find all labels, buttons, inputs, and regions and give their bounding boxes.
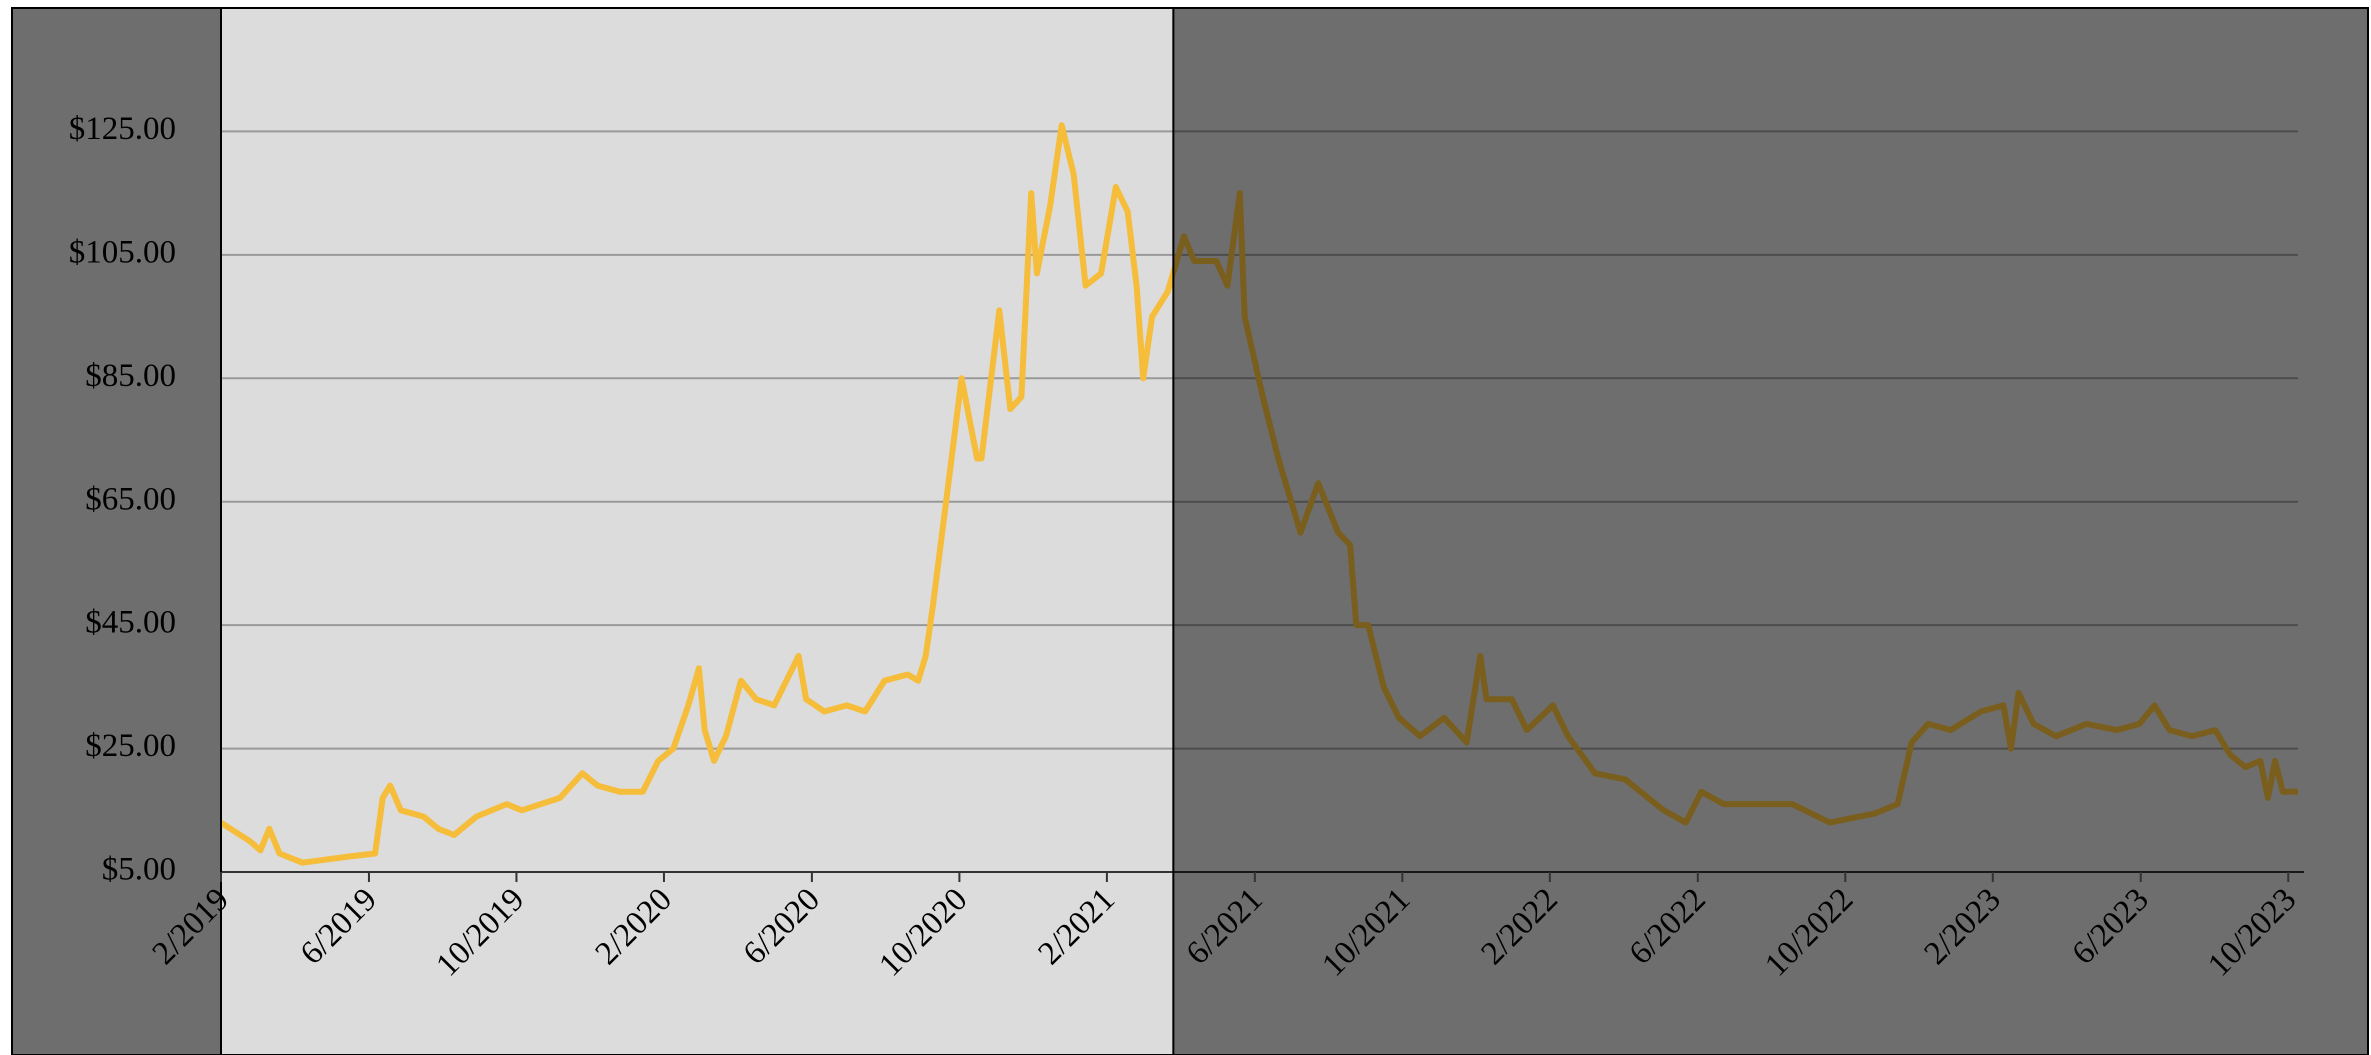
- shade-left: [12, 8, 221, 1055]
- shade-layer: [12, 8, 2368, 1055]
- shade-right: [1173, 8, 2368, 1055]
- y-tick-label: $105.00: [69, 234, 176, 270]
- y-tick-label: $125.00: [69, 111, 176, 147]
- chart-border: [11, 7, 2369, 1055]
- y-tick-label: $65.00: [85, 481, 176, 517]
- y-tick-label: $5.00: [102, 852, 176, 888]
- y-tick-label: $25.00: [85, 728, 176, 764]
- y-tick-label: $85.00: [85, 358, 176, 394]
- y-tick-label: $45.00: [85, 605, 176, 641]
